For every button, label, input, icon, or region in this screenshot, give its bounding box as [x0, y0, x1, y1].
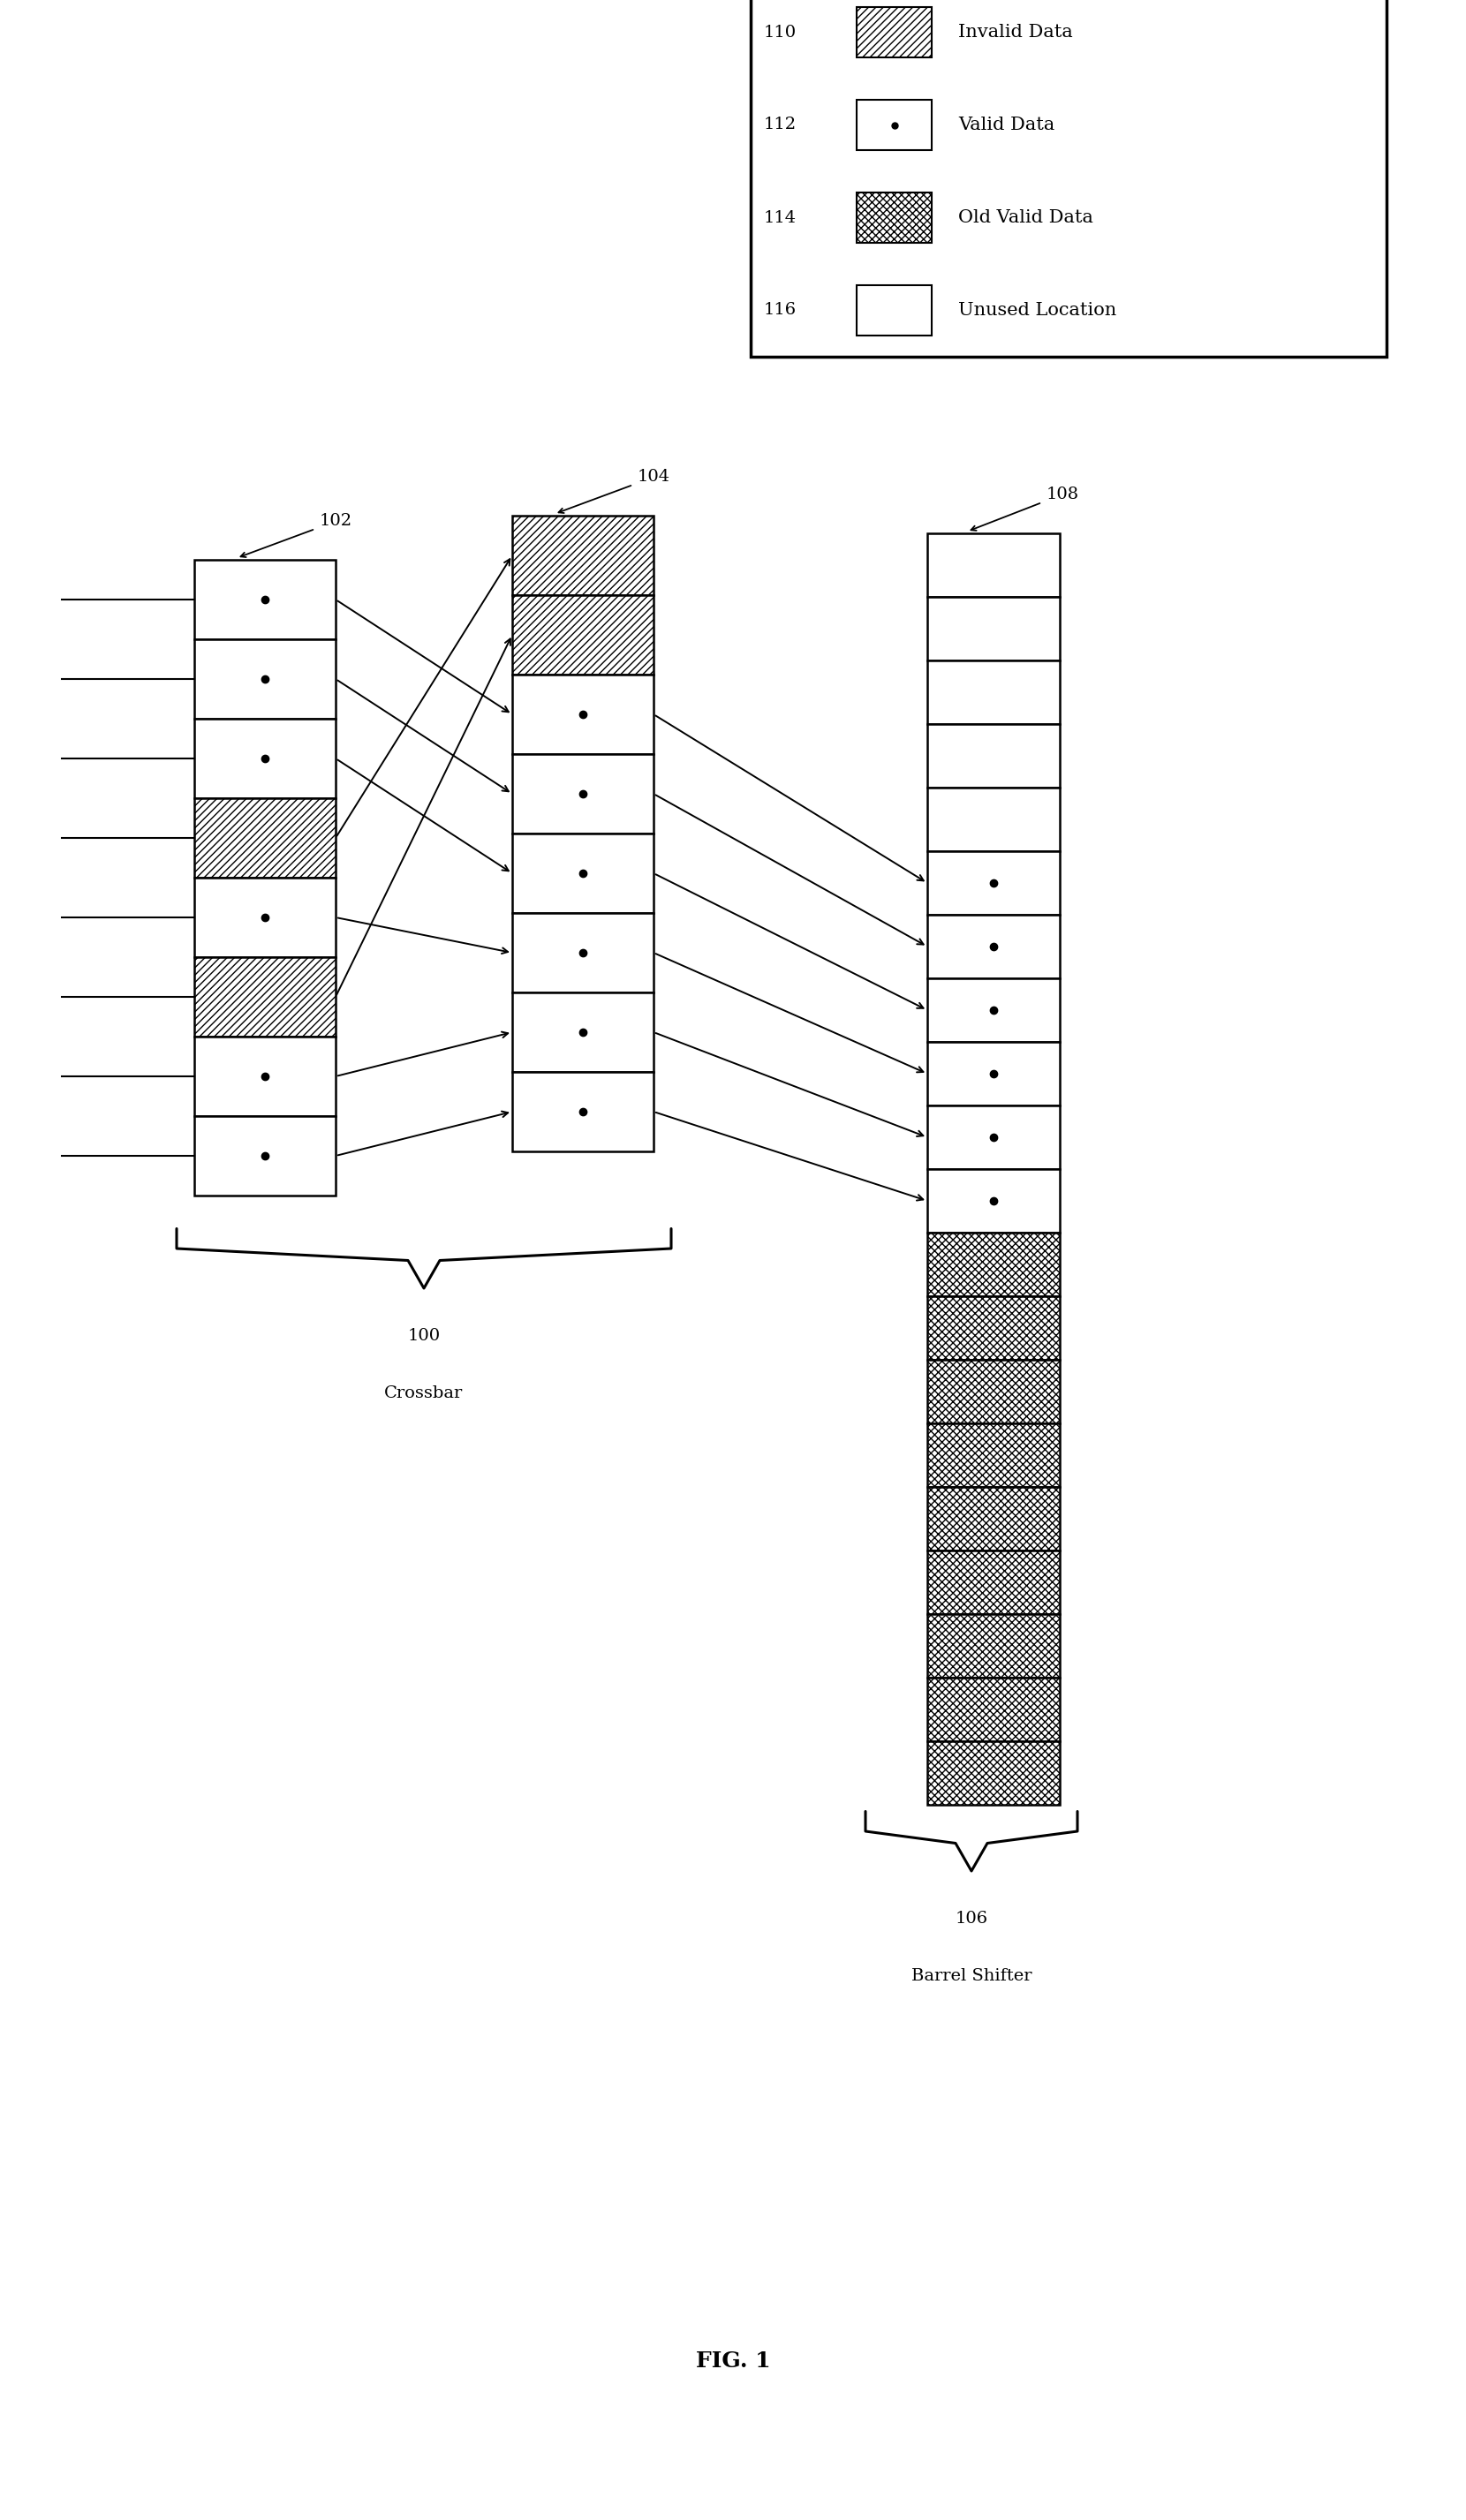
Bar [195, 718, 336, 799]
Text: Crossbar: Crossbar [384, 1386, 463, 1401]
Bar [195, 1116, 336, 1194]
Bar [512, 595, 654, 675]
Bar [512, 517, 654, 595]
Bar [928, 978, 1060, 1041]
Bar [928, 852, 1060, 915]
Bar [195, 559, 336, 640]
Bar [512, 834, 654, 912]
Bar [928, 1487, 1060, 1550]
Bar [928, 660, 1060, 723]
Bar [928, 534, 1060, 597]
Bar [928, 1295, 1060, 1361]
Bar [856, 8, 932, 58]
Bar [856, 285, 932, 335]
Bar [856, 98, 932, 151]
Text: Valid Data: Valid Data [959, 116, 1054, 134]
Text: 110: 110 [764, 25, 796, 40]
Text: 102: 102 [320, 514, 352, 529]
Bar [928, 1361, 1060, 1424]
Bar [928, 1232, 1060, 1295]
Bar [928, 1106, 1060, 1169]
Bar [856, 192, 932, 242]
Text: Invalid Data: Invalid Data [959, 23, 1073, 40]
Bar [195, 877, 336, 958]
Text: 112: 112 [764, 116, 796, 134]
Bar [928, 1678, 1060, 1741]
Bar [512, 993, 654, 1071]
Bar [928, 1169, 1060, 1232]
Bar [195, 1036, 336, 1116]
Text: 108: 108 [1047, 486, 1079, 501]
Text: Old Valid Data: Old Valid Data [959, 209, 1094, 227]
Bar [928, 1424, 1060, 1487]
Bar [751, 0, 1387, 358]
Bar [512, 753, 654, 834]
Text: 106: 106 [954, 1910, 988, 1928]
Bar [928, 1550, 1060, 1615]
Bar [928, 1615, 1060, 1678]
Text: 100: 100 [408, 1328, 440, 1343]
Bar [928, 789, 1060, 852]
Text: FIG. 1: FIG. 1 [696, 2351, 770, 2371]
Bar [928, 1741, 1060, 1804]
Text: Barrel Shifter: Barrel Shifter [912, 1968, 1032, 1983]
Bar [512, 912, 654, 993]
Bar [928, 723, 1060, 789]
Bar [195, 799, 336, 877]
Text: 104: 104 [638, 469, 670, 484]
Bar [195, 640, 336, 718]
Text: 114: 114 [764, 209, 796, 227]
Text: Unused Location: Unused Location [959, 302, 1117, 318]
Text: 116: 116 [764, 302, 796, 318]
Bar [928, 915, 1060, 978]
Bar [928, 1041, 1060, 1106]
Bar [512, 1071, 654, 1152]
Bar [512, 675, 654, 753]
Bar [928, 597, 1060, 660]
Bar [195, 958, 336, 1036]
